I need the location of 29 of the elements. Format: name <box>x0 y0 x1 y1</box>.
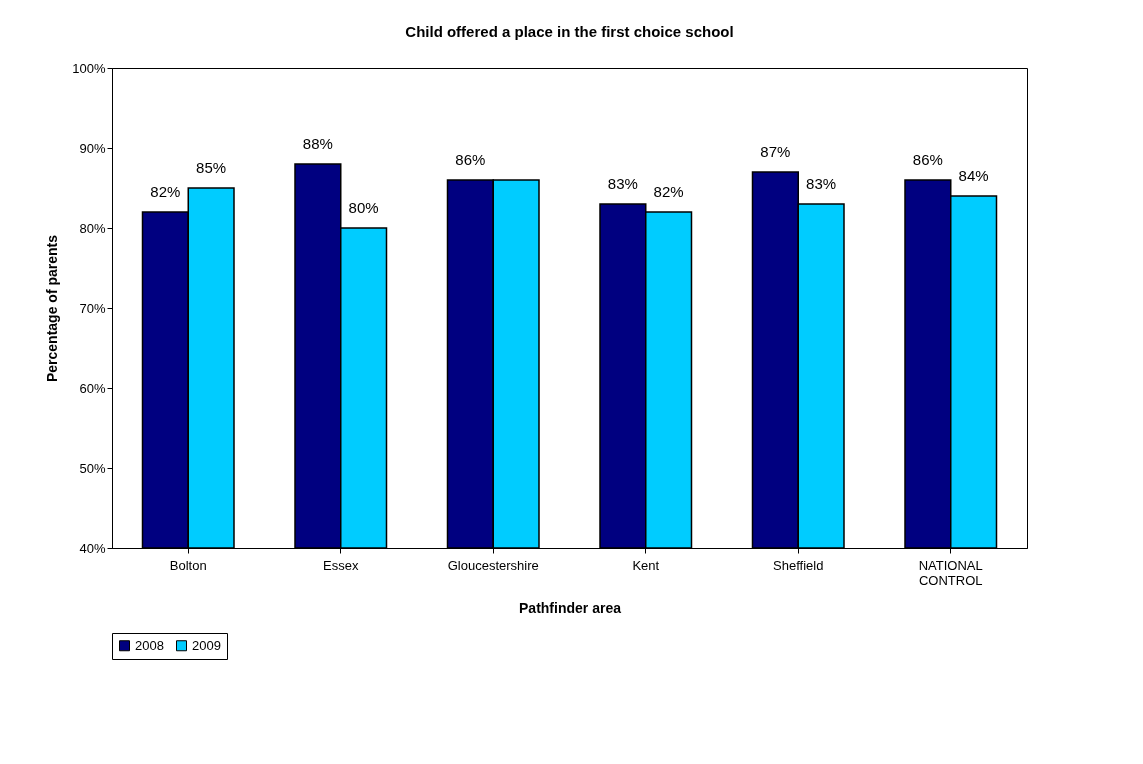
x-tick-label: Gloucestershire <box>447 557 539 573</box>
legend-label: 2008 <box>135 637 164 653</box>
x-axis-title: Pathfinder area <box>519 599 622 616</box>
data-label: 83% <box>806 175 837 192</box>
x-tick-label: Essex <box>323 557 359 573</box>
x-tick-label: NATIONAL CONTROL <box>918 557 983 588</box>
data-label: 88% <box>302 135 333 152</box>
data-label: 83% <box>607 175 638 192</box>
y-tick-label: 40% <box>79 540 106 556</box>
y-tick-label: 90% <box>79 140 106 156</box>
x-tick-label: Bolton <box>169 557 207 573</box>
data-label: 87% <box>760 143 791 160</box>
data-label: 86% <box>455 151 486 168</box>
data-label: 85% <box>196 159 227 176</box>
chart-title: Child offered a place in the first choice school <box>405 23 734 40</box>
x-tick-label: Sheffield <box>773 557 824 573</box>
y-tick-label: 70% <box>79 300 106 316</box>
data-label: 82% <box>150 183 181 200</box>
y-tick-label: 50% <box>79 460 106 476</box>
y-axis-title: Percentage of parents <box>44 234 61 383</box>
data-label: 86% <box>912 151 943 168</box>
legend-label: 2009 <box>192 637 221 653</box>
data-label: 80% <box>348 199 379 216</box>
x-tick-label: Kent <box>632 557 660 573</box>
data-label: 84% <box>958 167 989 184</box>
data-label: 82% <box>653 183 684 200</box>
y-tick-label: 100% <box>72 60 106 76</box>
y-tick-label: 60% <box>79 380 106 396</box>
y-tick-label: 80% <box>79 220 106 236</box>
